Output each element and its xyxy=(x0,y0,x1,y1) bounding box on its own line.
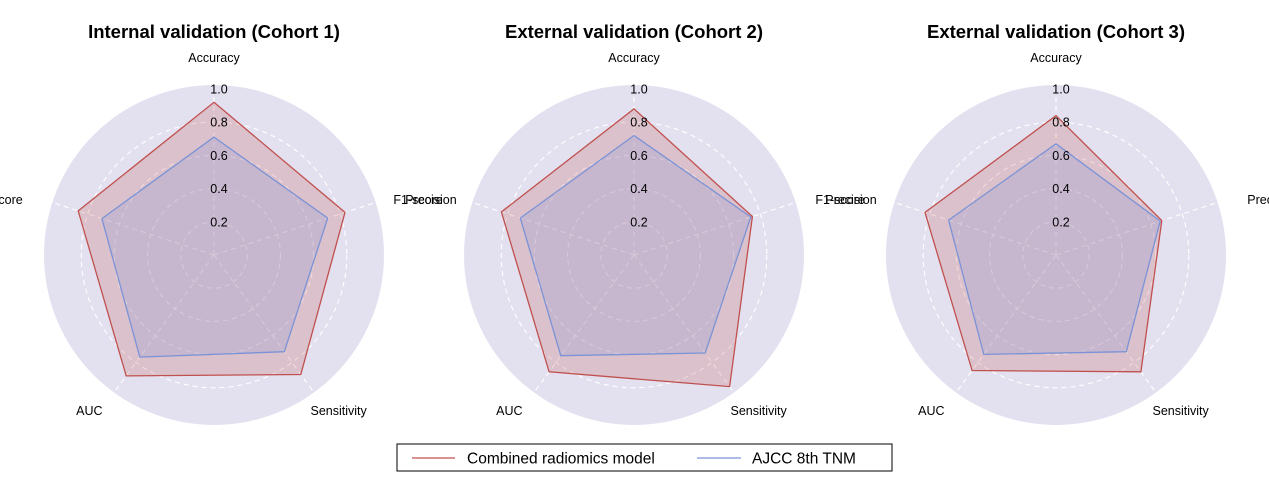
axis-label-sensitivity: Sensitivity xyxy=(1152,404,1209,418)
r-tick-label: 0.4 xyxy=(210,182,227,196)
grid-spoke-5 xyxy=(472,201,635,256)
grid-spoke-2 xyxy=(1055,201,1218,256)
r-tick-label: 1.0 xyxy=(630,83,647,97)
radar-panels: Internal validation (Cohort 1) 0.2 0.4 0.6 0… xyxy=(0,21,1269,425)
axis-label-f1-score: F1-score xyxy=(815,193,864,207)
r-tick-label: 0.2 xyxy=(630,215,647,229)
chart-title: External validation (Cohort 3) xyxy=(927,21,1185,42)
r-tick-label: 0.2 xyxy=(1052,215,1069,229)
series-tnm-area xyxy=(947,142,1161,356)
axis-label-auc: AUC xyxy=(918,404,944,418)
r-tick-label: 0.4 xyxy=(630,182,647,196)
axis-label-precision: Precision xyxy=(1247,193,1269,207)
axis-label-accuracy: Accuracy xyxy=(188,51,240,65)
grid-spoke-2 xyxy=(633,201,796,256)
axis-label-sensitivity: Sensitivity xyxy=(730,404,787,418)
series-tnm-area xyxy=(101,136,329,358)
grid-ring-1 xyxy=(600,221,668,289)
axis-label-precision: Precision xyxy=(405,193,456,207)
r-tick-label: 0.8 xyxy=(630,116,647,130)
grid-spoke-5 xyxy=(52,201,215,256)
grid-spoke-4 xyxy=(113,254,215,393)
grid-ring-4 xyxy=(922,121,1190,389)
legend-label-tnm: AJCC 8th TNM xyxy=(752,451,856,468)
axis-label-f1-score: F1-score xyxy=(393,193,442,207)
series-tnm-area xyxy=(519,134,752,357)
r-tick-label: 0.8 xyxy=(210,116,227,130)
grid-spoke-2 xyxy=(213,201,376,256)
radar-panel-1: Internal validation (Cohort 1) 0.2 0.4 0.6 0… xyxy=(0,21,457,425)
r-tick-label: 0.4 xyxy=(1052,182,1069,196)
chart-title: Internal validation (Cohort 1) xyxy=(88,21,340,42)
r-tick-label: 1.0 xyxy=(1052,83,1069,97)
r-tick-label: 1.0 xyxy=(210,83,227,97)
grid-ring-1 xyxy=(1022,221,1090,289)
grid-ring-4 xyxy=(80,121,348,389)
axis-label-auc: AUC xyxy=(76,404,102,418)
axis-label-accuracy: Accuracy xyxy=(1030,51,1082,65)
grid-ring-2 xyxy=(567,188,701,322)
grid-spoke-5 xyxy=(894,201,1057,256)
legend: Combined radiomics model AJCC 8th TNM xyxy=(396,443,893,472)
radar-panel-3: External validation (Cohort 3) 0.2 0.4 0.6 0… xyxy=(815,21,1269,425)
series-combined-area xyxy=(500,108,754,388)
chart-title: External validation (Cohort 2) xyxy=(505,21,763,42)
r-tick-label: 0.6 xyxy=(630,149,647,163)
grid-spoke-3 xyxy=(633,254,735,393)
grid-spoke-4 xyxy=(955,254,1057,393)
grid-spoke-3 xyxy=(213,254,315,393)
axis-label-precision: Precision xyxy=(825,193,876,207)
axis-label-sensitivity: Sensitivity xyxy=(310,404,367,418)
grid-ring-2 xyxy=(989,188,1123,322)
r-tick-label: 0.8 xyxy=(1052,116,1069,130)
grid-spoke-4 xyxy=(533,254,635,393)
r-tick-label: 0.6 xyxy=(210,149,227,163)
axis-label-accuracy: Accuracy xyxy=(608,51,660,65)
r-tick-label: 0.6 xyxy=(1052,149,1069,163)
legend-label-combined: Combined radiomics model xyxy=(467,451,655,468)
series-combined-area xyxy=(924,114,1163,373)
legend-frame xyxy=(396,443,893,472)
grid-spoke-3 xyxy=(1055,254,1157,393)
series-combined-area xyxy=(77,101,346,377)
r-tick-label: 0.2 xyxy=(210,215,227,229)
grid-ring-4 xyxy=(500,121,768,389)
axis-label-auc: AUC xyxy=(496,404,522,418)
grid-ring-2 xyxy=(147,188,281,322)
grid-ring-1 xyxy=(180,221,248,289)
radar-panel-2: External validation (Cohort 2) 0.2 0.4 0.6 0… xyxy=(393,21,877,425)
axis-label-f1-score: F1-score xyxy=(0,193,23,207)
